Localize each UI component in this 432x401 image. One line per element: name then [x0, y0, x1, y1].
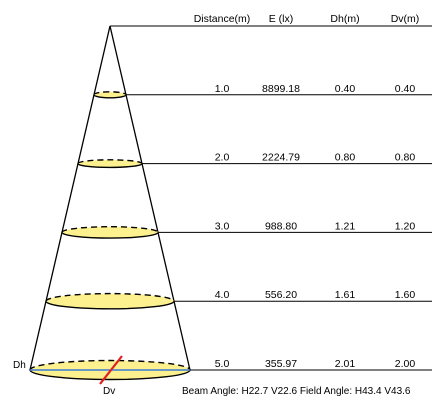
row-4-illuminance: 556.20	[265, 289, 297, 301]
header-dv: Dv(m)	[391, 13, 420, 25]
row-3-illuminance: 988.80	[265, 220, 297, 232]
row-5-dh: 2.01	[335, 358, 356, 370]
row-3-dh: 1.21	[335, 220, 356, 232]
beam-section-front-3	[61, 232, 159, 239]
beam-section-4	[46, 293, 174, 309]
row-4-dh: 1.61	[335, 289, 356, 301]
row-5-illuminance: 355.97	[265, 358, 297, 370]
beam-section-3	[62, 226, 158, 239]
rows-layer: 1.0 8899.18 0.40 0.40 2.0 2224.79 0.80 0.80 3.0 9…	[29, 83, 432, 381]
beam-section-front-5	[29, 369, 191, 381]
header-illuminance: E (lx)	[269, 13, 294, 25]
row-5-dv: 2.00	[395, 358, 416, 370]
row-4-dv: 1.60	[395, 289, 416, 301]
beam-section-back-1	[93, 91, 127, 96]
cone-left-side	[29, 25, 111, 371]
row-1-dh: 0.40	[335, 83, 356, 95]
row-2-distance: 2.0	[215, 152, 230, 164]
row-2-dv: 0.80	[395, 152, 416, 164]
beam-section-back-5	[29, 359, 191, 371]
cone-right-side	[109, 25, 191, 371]
row-2-illuminance: 2224.79	[262, 152, 300, 164]
header-dh: Dh(m)	[330, 13, 359, 25]
beam-section-front-1	[93, 94, 127, 99]
header-distance: Distance(m)	[194, 13, 251, 25]
dv-label: Dv	[103, 386, 115, 396]
row-2-dh: 0.80	[335, 152, 356, 164]
dv-line	[99, 355, 123, 385]
row-3-dv: 1.20	[395, 220, 416, 232]
beam-field-angle-footer: Beam Angle: H22.7 V22.6 Field Angle: H43…	[182, 386, 411, 396]
beam-section-front-4	[45, 300, 175, 310]
beam-section-front-2	[77, 163, 143, 169]
beam-section-back-4	[45, 292, 175, 302]
row-1-dv: 0.40	[395, 83, 416, 95]
row-5-distance: 5.0	[215, 358, 230, 370]
beam-section-back-3	[61, 226, 159, 233]
row-4-distance: 4.0	[215, 289, 230, 301]
row-3-distance: 3.0	[215, 220, 230, 232]
beam-section-1	[94, 91, 126, 98]
beam-section-back-2	[77, 159, 143, 164]
row-1-illuminance: 8899.18	[262, 83, 300, 95]
dh-label: Dh	[13, 360, 26, 371]
beam-section-2	[78, 159, 142, 168]
row-1-distance: 1.0	[215, 83, 230, 95]
